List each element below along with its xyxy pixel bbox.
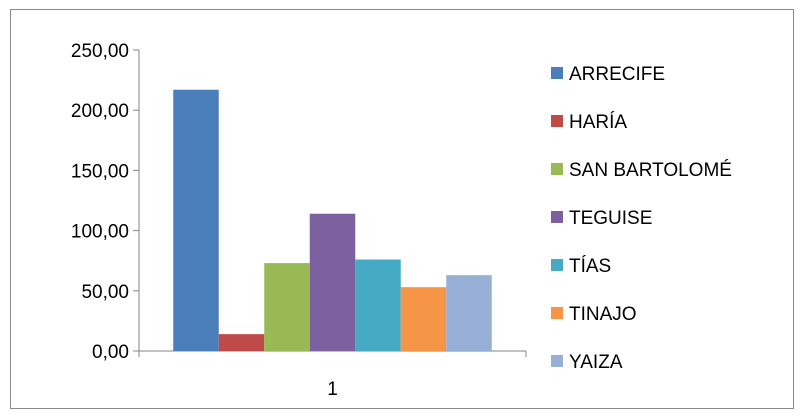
y-tick-label: 100,00 [71,222,129,243]
legend-swatch [551,211,563,223]
bar-teguise [309,213,356,351]
bar-chart: 0,00 50,00 100,00 150,00 200,00 250,00 1 ARRE… [71,41,732,400]
legend-swatch [551,355,563,367]
y-tick-label: 200,00 [71,101,129,122]
chart-area: 0,00 50,00 100,00 150,00 200,00 250,00 1 ARRE… [10,9,794,409]
bar-arrecife [173,89,219,352]
bar-tías [355,259,401,351]
legend-swatch [551,163,563,175]
y-axis-ticks: 0,00 50,00 100,00 150,00 200,00 250,00 [71,41,527,363]
legend-swatch [551,259,563,271]
legend-label: TÍAS [569,256,611,277]
y-tick-label: 250,00 [71,41,129,62]
y-tick-label: 0,00 [92,342,129,363]
y-tick-label: 150,00 [71,161,129,182]
y-tick-label: 50,00 [81,282,129,303]
legend-label: ARRECIFE [569,64,665,85]
x-axis-labels: 1 [327,379,338,400]
legend-swatch [551,115,563,127]
bar-san-bartolomé [264,263,310,351]
bar-series [173,89,492,352]
bar-tinajo [400,287,447,351]
legend-label: TEGUISE [569,208,652,229]
legend: ARRECIFE HARÍA SAN BARTOLOMÉ TEGUISE TÍAS TIN… [551,64,732,373]
bar-yaiza [446,275,492,351]
legend-swatch [551,307,563,319]
bar-haría [218,334,265,351]
x-category-label: 1 [327,379,338,400]
legend-label: TINAJO [569,304,637,325]
legend-label: YAIZA [569,352,623,373]
legend-label: SAN BARTOLOMÉ [569,160,732,181]
legend-label: HARÍA [569,112,627,133]
legend-swatch [551,67,563,79]
